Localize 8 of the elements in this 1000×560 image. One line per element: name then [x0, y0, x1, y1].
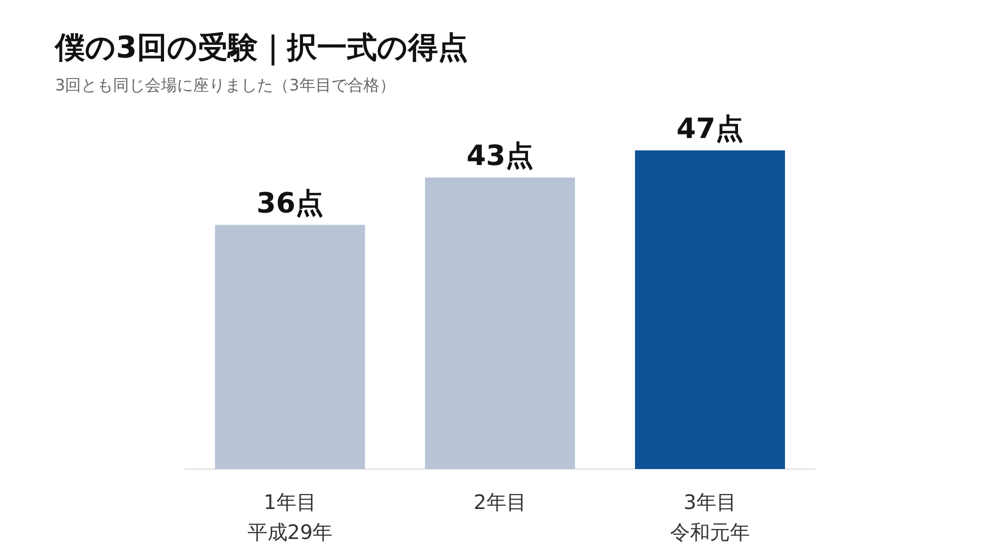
chart-title: 僕の3回の受験｜択一式の得点 [54, 30, 468, 66]
x-tick-label: 2年目 [474, 490, 526, 514]
data-label: 43点 [466, 138, 534, 172]
data-label: 47点 [676, 112, 744, 145]
chart-subtitle: 3回とも同じ会場に座りました（3年目で合格） [55, 76, 396, 94]
x-tick-label: 1年目平成29年 [247, 490, 333, 544]
x-tick-label: 3年目令和元年 [670, 490, 750, 544]
data-label: 36点 [256, 186, 324, 220]
